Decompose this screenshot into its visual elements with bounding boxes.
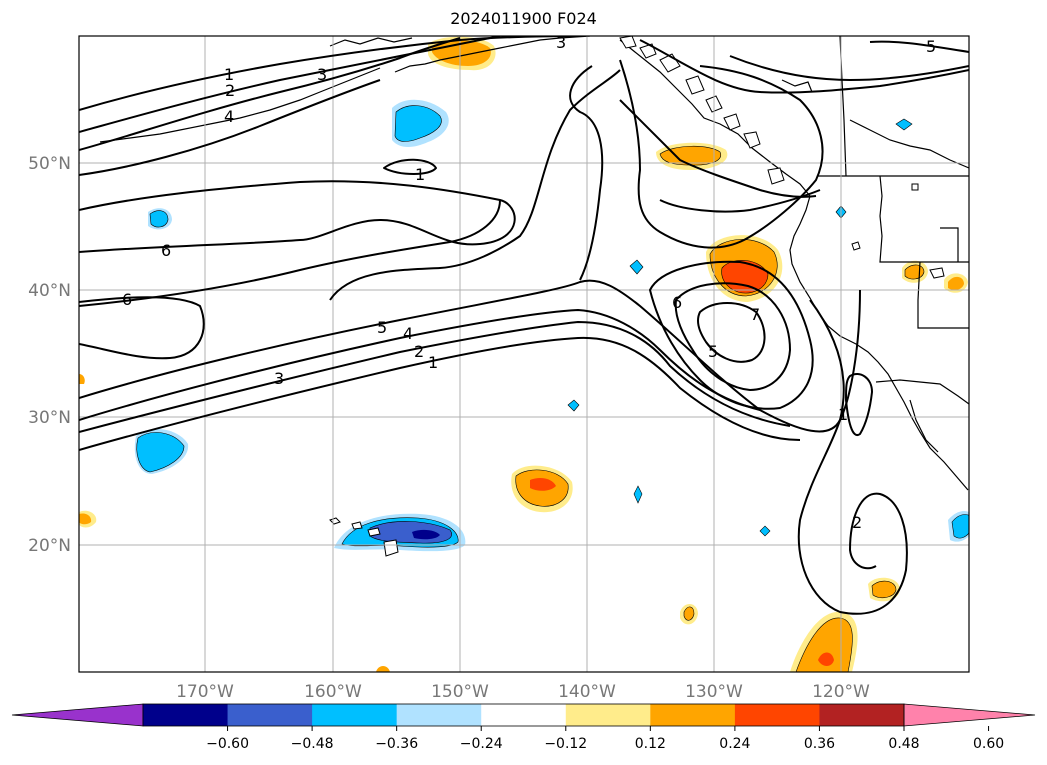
contour-label: 7 bbox=[750, 305, 760, 324]
contour-label: 5 bbox=[708, 342, 718, 361]
lon-label: 120°W bbox=[812, 682, 870, 702]
colorbar-bin bbox=[734, 704, 820, 726]
colorbar-tick-label: −0.60 bbox=[206, 736, 249, 752]
colorbar-bin bbox=[481, 704, 567, 726]
contour-label: 1 bbox=[838, 405, 848, 424]
contour-label: 3 bbox=[274, 369, 284, 388]
graticule bbox=[79, 36, 969, 672]
colorbar-outline bbox=[142, 703, 905, 727]
contour-label: 5 bbox=[377, 318, 387, 337]
contour-label: 6 bbox=[672, 293, 682, 312]
lat-label: 40°N bbox=[28, 281, 71, 301]
contour-label: 5 bbox=[926, 37, 936, 56]
colorbar-tick-label: −0.48 bbox=[291, 736, 334, 752]
contour-label: 3 bbox=[556, 33, 566, 52]
contour-label: 2 bbox=[225, 81, 235, 100]
lat-label: 30°N bbox=[28, 408, 71, 428]
coastlines bbox=[99, 36, 969, 491]
longitude-labels: 170°W 160°W 150°W 140°W 130°W 120°W bbox=[176, 682, 870, 702]
map-content: 1 2 3 4 3 5 1 6 6 5 4 2 1 3 6 7 5 1 2 bbox=[79, 33, 969, 672]
colorbar-tick-label: 0.48 bbox=[888, 736, 919, 752]
contour-label: 1 bbox=[415, 165, 425, 184]
colorbar-tick-label: −0.36 bbox=[375, 736, 418, 752]
lat-label: 50°N bbox=[28, 154, 71, 174]
islands bbox=[329, 36, 945, 557]
negative-shading bbox=[134, 99, 969, 552]
colorbar-tick-label: −0.12 bbox=[544, 736, 587, 752]
map-title: 2024011900 F024 bbox=[450, 9, 597, 28]
contour-label: 4 bbox=[224, 107, 234, 126]
colorbar-bin bbox=[312, 704, 398, 726]
colorbar: −0.60 −0.48 −0.36 −0.24 −0.12 0.12 0.24 0.36 0.4… bbox=[11, 703, 1036, 752]
lon-label: 150°W bbox=[431, 682, 489, 702]
lat-label: 20°N bbox=[28, 536, 71, 556]
colorbar-bin bbox=[650, 704, 736, 726]
colorbar-bin bbox=[565, 704, 651, 726]
colorbar-bin bbox=[143, 704, 229, 726]
contour-label: 2 bbox=[414, 342, 424, 361]
colorbar-tick-label: 0.36 bbox=[804, 736, 835, 752]
colorbar-bin bbox=[396, 704, 482, 726]
contour-label: 1 bbox=[428, 353, 438, 372]
map-frame bbox=[78, 35, 970, 673]
lon-label: 170°W bbox=[176, 682, 234, 702]
colorbar-tick-label: 0.12 bbox=[635, 736, 666, 752]
colorbar-tick-label: −0.24 bbox=[460, 736, 503, 752]
colorbar-bin bbox=[227, 704, 313, 726]
contour-lines bbox=[79, 36, 969, 615]
colorbar-tick-label: 0.24 bbox=[719, 736, 750, 752]
contour-label-group: 1 2 3 4 3 5 1 6 6 5 4 2 1 3 6 7 5 1 2 bbox=[122, 33, 936, 532]
map-background bbox=[79, 36, 969, 672]
lon-label: 160°W bbox=[304, 682, 362, 702]
contour-label: 6 bbox=[122, 290, 132, 309]
latitude-labels: 50°N 40°N 30°N 20°N bbox=[28, 154, 71, 556]
colorbar-extend-low bbox=[11, 703, 144, 727]
contour-label: 2 bbox=[852, 513, 862, 532]
contour-label: 4 bbox=[403, 324, 413, 343]
contour-label: 1 bbox=[224, 65, 234, 84]
contour-label: 6 bbox=[161, 241, 171, 260]
colorbar-tick-label: 0.60 bbox=[973, 736, 1004, 752]
lon-label: 130°W bbox=[685, 682, 743, 702]
lon-label: 140°W bbox=[558, 682, 616, 702]
colorbar-bin bbox=[819, 704, 905, 726]
contour-label: 3 bbox=[317, 65, 327, 84]
colorbar-extend-high bbox=[903, 703, 1036, 727]
